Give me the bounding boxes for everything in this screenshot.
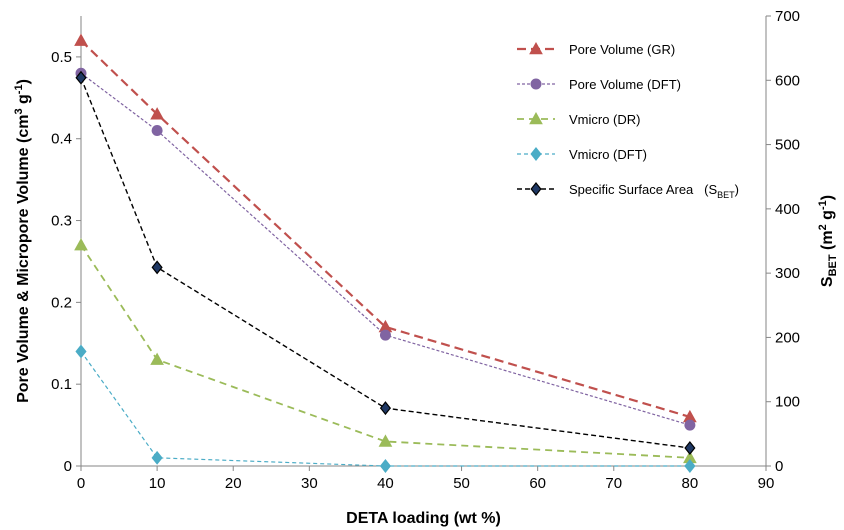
x-tick-label: 70: [605, 475, 622, 492]
x-tick-label: 10: [149, 475, 166, 492]
y-left-tick-label: 0.4: [51, 131, 72, 148]
y-left-tick-label: 0.3: [51, 213, 72, 230]
y-left-tick-label: 0: [64, 458, 72, 475]
series-2: [74, 238, 697, 464]
y-right-tick-label: 700: [775, 8, 800, 25]
data-point: [379, 401, 392, 416]
legend-item: Vmicro (DFT): [517, 147, 647, 162]
x-tick-label: 0: [77, 475, 85, 492]
axis-titles: DETA loading (wt %) Pore Volume & Micropo…: [13, 79, 839, 527]
legend-marker: [530, 182, 542, 196]
x-tick-label: 40: [377, 475, 394, 492]
data-point: [378, 434, 393, 447]
y-left-tick-label: 0.2: [51, 294, 72, 311]
series-line: [80, 72, 691, 426]
x-tick-label: 80: [682, 475, 699, 492]
legend-marker: [529, 41, 543, 55]
axis-ticks: 0 10 20 30 40 50 60 70 80 9000.10.20.30.40.501002…: [51, 8, 800, 492]
series-line: [80, 244, 690, 459]
data-point: [74, 33, 88, 46]
legend-label: Pore Volume (GR): [569, 42, 675, 57]
x-tick-label: 90: [758, 475, 775, 492]
data-point: [684, 419, 696, 431]
y-right-tick-label: 200: [775, 329, 800, 346]
legend-marker: [529, 111, 543, 125]
series-line: [80, 39, 691, 418]
x-tick-label: 30: [301, 475, 318, 492]
y-right-tick-label: 0: [775, 458, 783, 475]
y-axis-left-title: Pore Volume & Micropore Volume (cm3 g-1): [13, 79, 32, 403]
data-point: [151, 125, 163, 137]
legend-marker: [530, 78, 542, 90]
y-right-tick-label: 100: [775, 394, 800, 411]
x-axis-title: DETA loading (wt %): [346, 510, 501, 527]
data-point: [150, 107, 164, 120]
y-left-tick-label: 0.5: [51, 49, 72, 66]
y-right-tick-label: 400: [775, 201, 800, 218]
series-4: [75, 70, 696, 455]
legend-marker: [530, 147, 542, 161]
data-point: [151, 260, 163, 275]
legend-item: Specific Surface Area (SBET): [517, 182, 739, 200]
y-right-tick-label: 600: [775, 72, 800, 89]
series-line: [80, 77, 690, 449]
legend-label: Vmicro (DFT): [569, 147, 647, 162]
y-left-tick-label: 0.1: [51, 376, 72, 393]
y-axis-right-title: SBET (m2 g-1): [817, 195, 839, 287]
series-3: [75, 344, 696, 473]
data-point: [75, 344, 87, 359]
legend: Pore Volume (GR) Pore Volume (DFT) Vmicro …: [517, 41, 739, 200]
legend-item: Pore Volume (GR): [517, 41, 675, 57]
legend-label: Pore Volume (DFT): [569, 77, 681, 92]
legend-label: Vmicro (DR): [569, 112, 641, 127]
x-tick-label: 60: [529, 475, 546, 492]
data-point: [151, 450, 163, 465]
series-layer: [74, 33, 697, 473]
data-point: [150, 352, 164, 365]
data-point: [684, 441, 696, 455]
legend-label: Specific Surface Area (SBET): [569, 182, 739, 200]
data-point: [684, 459, 696, 473]
series-line: [80, 351, 690, 467]
legend-item: Vmicro (DR): [517, 111, 641, 127]
data-point: [379, 459, 392, 473]
y-right-tick-label: 500: [775, 137, 800, 154]
data-point: [75, 70, 87, 85]
legend-item: Pore Volume (DFT): [517, 77, 681, 92]
data-point: [74, 238, 88, 251]
series-0: [74, 33, 697, 423]
data-point: [379, 329, 391, 341]
x-tick-label: 50: [453, 475, 470, 492]
x-tick-label: 20: [225, 475, 242, 492]
y-right-tick-label: 300: [775, 265, 800, 282]
